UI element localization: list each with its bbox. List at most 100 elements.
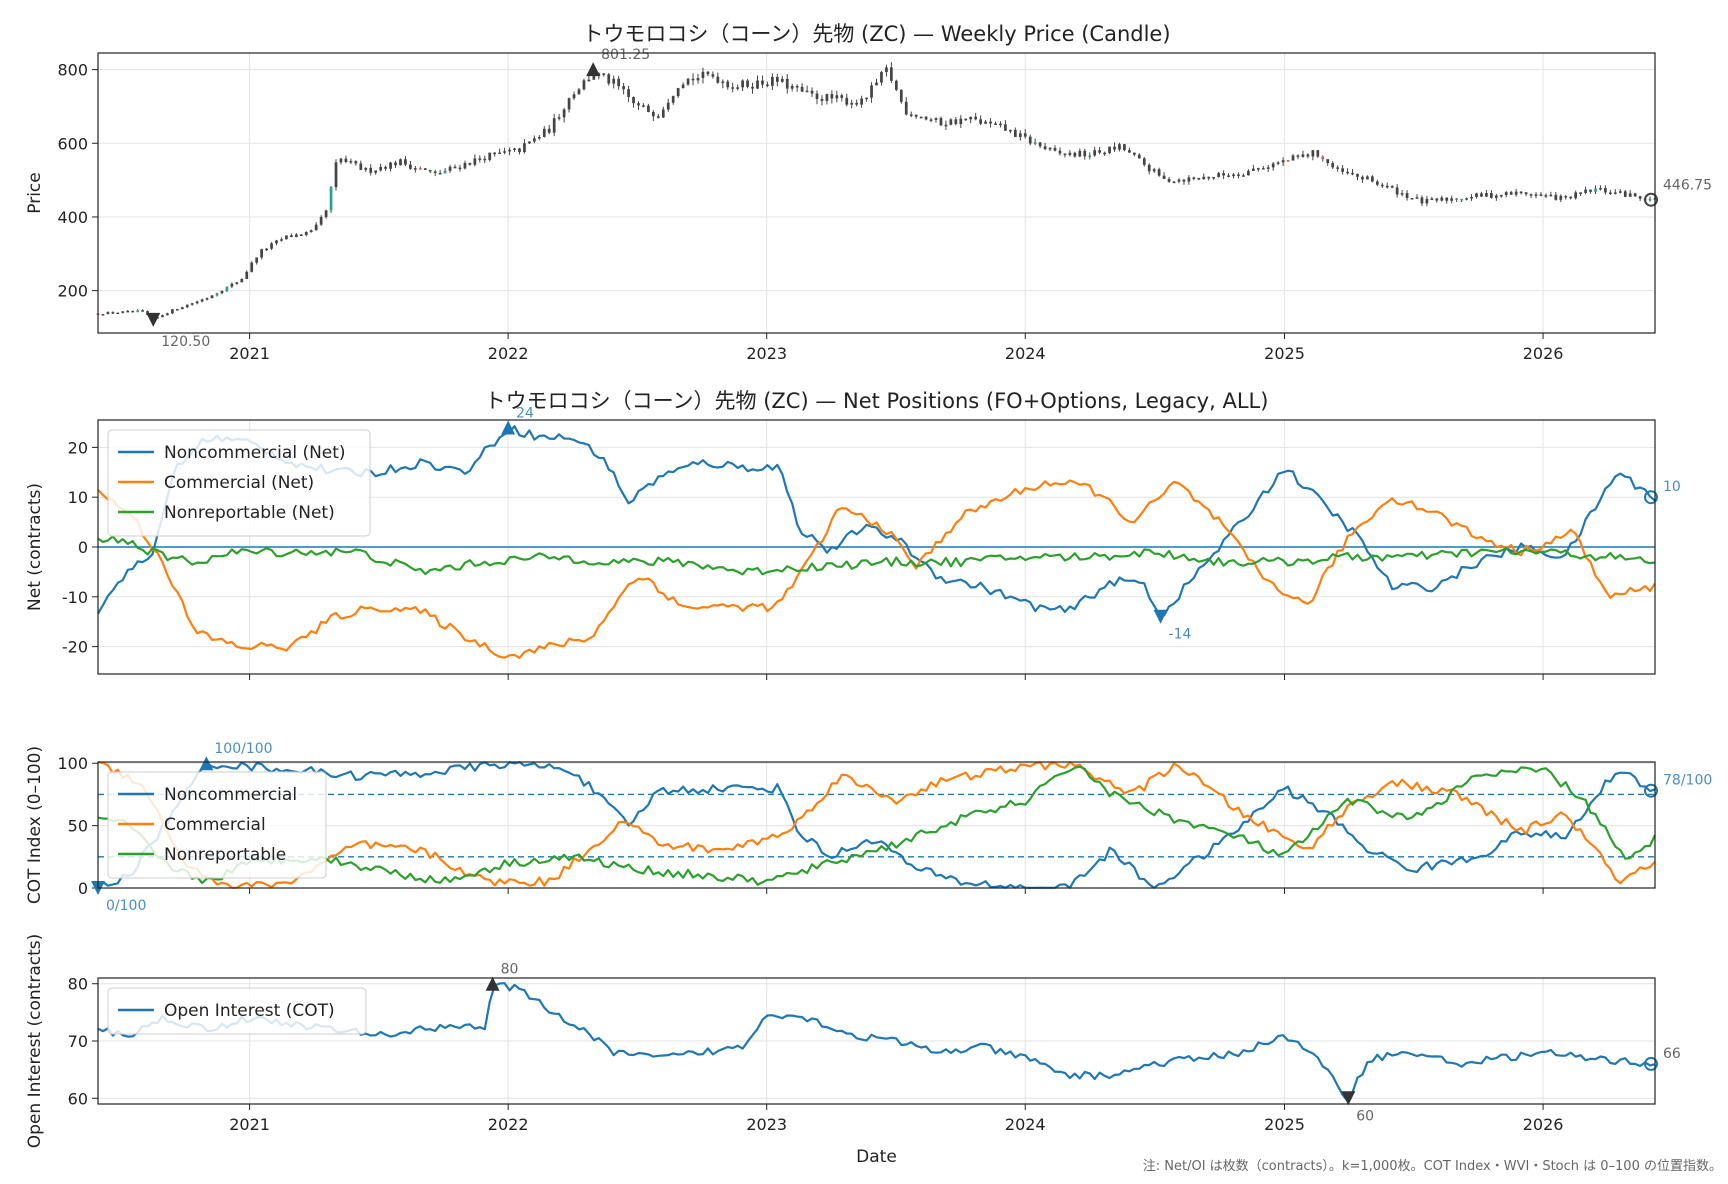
candle-body xyxy=(1514,191,1518,195)
y-tick-label: 100 xyxy=(57,754,88,773)
candle-body xyxy=(875,82,878,86)
candle-body xyxy=(904,101,908,115)
plot-border xyxy=(97,419,1656,675)
y-axis-label: COT Index (0–100) xyxy=(25,746,45,904)
candle-body xyxy=(795,85,799,88)
candle-body xyxy=(1395,187,1399,195)
candle-body xyxy=(230,283,234,287)
candle-body xyxy=(1063,153,1067,156)
candle-body xyxy=(1088,155,1092,157)
candle-body xyxy=(349,161,353,163)
candle-body xyxy=(552,118,556,133)
candle-body xyxy=(1242,175,1245,177)
x-tick-label: 2026 xyxy=(1523,1115,1564,1134)
candle-body xyxy=(716,76,720,83)
candle-body xyxy=(1375,181,1379,185)
candle-body xyxy=(1574,192,1578,199)
legend: Open Interest (COT) xyxy=(107,987,367,1035)
x-tick-label: 2025 xyxy=(1264,1115,1305,1134)
candle-body xyxy=(513,148,516,150)
candle-body xyxy=(136,310,140,312)
min-marker xyxy=(146,312,161,327)
legend-box xyxy=(107,987,367,1035)
candle-body xyxy=(1058,150,1062,154)
candle-body xyxy=(1167,179,1171,182)
candle-body xyxy=(235,282,239,284)
min-label: 60 xyxy=(1356,1108,1374,1124)
candle-body xyxy=(1271,163,1275,168)
candle-body xyxy=(790,85,794,89)
series-line-commercial xyxy=(97,479,1656,660)
candle-body xyxy=(1281,160,1285,163)
candle-body xyxy=(592,75,596,80)
candle-body xyxy=(557,117,561,119)
candle-body xyxy=(1594,188,1597,192)
candle-body xyxy=(101,314,105,316)
candle-body xyxy=(1306,154,1310,157)
candle-body xyxy=(969,116,973,120)
candle-body xyxy=(860,98,863,105)
candle-body xyxy=(185,304,189,308)
candle-body xyxy=(617,78,621,87)
candle-body xyxy=(1286,160,1290,162)
candle-body xyxy=(354,161,358,164)
candle-body xyxy=(1177,179,1181,182)
candle-body xyxy=(656,116,660,118)
candle-body xyxy=(468,162,472,165)
y-tick-label: 20 xyxy=(68,438,88,457)
candle-body xyxy=(270,243,273,249)
candle-body xyxy=(1524,192,1528,195)
candle-body xyxy=(696,77,700,81)
candle-body xyxy=(815,93,819,99)
candle-body xyxy=(528,141,531,144)
candle-body xyxy=(518,148,521,153)
candle-body xyxy=(394,162,397,166)
y-tick-label: 200 xyxy=(57,282,88,301)
candle-body xyxy=(1604,188,1607,193)
candle-body xyxy=(632,96,635,104)
legend-label: Commercial xyxy=(164,815,266,835)
candle-body xyxy=(1217,173,1221,178)
candle-body xyxy=(1623,191,1627,197)
candle-body xyxy=(924,116,928,120)
y-tick-label: -20 xyxy=(62,638,88,657)
candle-body xyxy=(1142,158,1146,165)
candle-body xyxy=(294,234,298,238)
candle-body xyxy=(309,230,313,233)
candle-body xyxy=(171,309,174,314)
candle-body xyxy=(275,240,278,244)
candle-body xyxy=(1361,176,1364,180)
x-tick-label: 2023 xyxy=(746,344,787,363)
candle-body xyxy=(949,119,953,125)
candle-body xyxy=(379,166,382,171)
candle-body xyxy=(914,114,918,117)
x-tick-label: 2022 xyxy=(488,344,529,363)
series-line-nonreportable xyxy=(97,535,1656,576)
candle-body xyxy=(1504,192,1508,196)
candle-body xyxy=(746,80,749,87)
candle-body xyxy=(1147,164,1151,172)
candle-body xyxy=(473,158,477,165)
candle-body xyxy=(899,89,903,102)
candle-body xyxy=(1341,168,1344,172)
candle-body xyxy=(1296,155,1300,157)
candle-body xyxy=(612,78,616,84)
candle-body xyxy=(329,187,333,211)
panel-3: 0 50 100 COT Index (0–100) Noncommercial Comm… xyxy=(25,741,1712,914)
last-value-marker xyxy=(1644,783,1658,798)
candle-body xyxy=(1405,193,1409,199)
candle-body xyxy=(1068,152,1072,156)
last-value-label: 66 xyxy=(1663,1046,1681,1062)
candle-body xyxy=(1038,142,1042,147)
candle-body xyxy=(671,96,675,103)
candle-body xyxy=(706,71,710,75)
candle-body xyxy=(771,76,774,86)
candle-body xyxy=(1028,136,1032,144)
candle-body xyxy=(285,235,288,240)
candle-body xyxy=(587,79,591,82)
candle-body xyxy=(1261,168,1265,170)
candle-body xyxy=(1172,181,1176,184)
candle-body xyxy=(627,89,630,97)
candle-body xyxy=(736,87,740,89)
